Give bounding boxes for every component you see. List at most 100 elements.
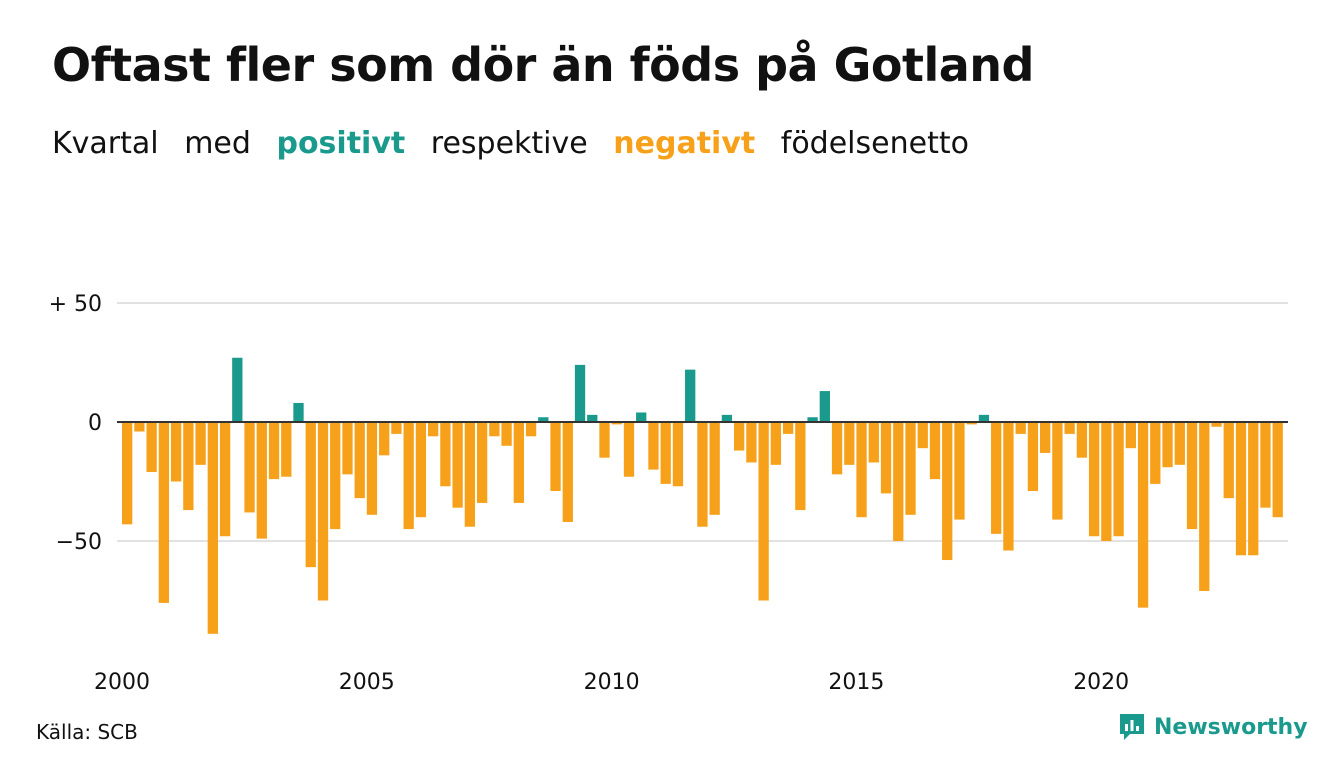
bar-33 [525,422,537,437]
bar-83 [1137,422,1149,608]
bar-13 [281,422,292,477]
bar-31 [501,422,512,446]
bar-46 [685,369,696,422]
bar-25 [428,422,439,437]
bar-0 [122,422,133,525]
bar-21 [379,422,390,456]
bar-63 [893,422,904,541]
bar-15 [305,422,316,568]
x-tick-label: 2020 [1073,670,1129,695]
bar-94 [1272,422,1283,518]
bar-65 [917,422,928,449]
bar-28 [464,422,476,527]
y-tick-label: −50 [56,530,102,555]
bar-61 [868,422,879,463]
bar-30 [489,422,500,437]
bar-29 [476,422,488,503]
bar-73 [1015,422,1026,434]
bar-74 [1027,422,1039,492]
bar-23 [403,422,414,530]
bar-9 [232,357,243,422]
bar-57 [819,391,830,422]
bar-24 [415,422,427,518]
bar-58 [831,422,843,475]
bar-35 [550,422,561,492]
bar-3 [158,422,170,603]
bar-68 [954,422,965,520]
subtitle-prefix: Kvartal [52,126,159,161]
bar-16 [317,422,329,601]
x-tick-label: 2000 [94,670,150,695]
bar-2 [146,422,157,472]
bar-72 [1003,422,1014,551]
bar-87 [1186,422,1198,530]
brand: Newsworthy [1118,712,1308,742]
bar-71 [991,422,1002,534]
bar-6 [195,422,206,465]
bar-54 [782,422,794,434]
bar-34 [538,417,549,422]
bar-85 [1162,422,1173,468]
bar-50 [734,422,745,451]
bar-75 [1040,422,1051,453]
bar-76 [1052,422,1063,520]
bar-47 [697,422,708,527]
bar-1 [134,422,145,432]
bar-42 [636,412,647,422]
bar-17 [330,422,341,530]
bar-81 [1113,422,1124,537]
bar-69 [966,422,977,425]
bar-11 [256,422,267,539]
bar-89 [1211,422,1222,427]
bar-22 [391,422,402,434]
bar-79 [1088,422,1100,537]
bar-64 [905,422,916,515]
bar-88 [1199,422,1210,591]
bar-49 [721,414,733,422]
bar-38 [587,414,598,422]
bar-5 [183,422,194,511]
bar-59 [844,422,855,465]
bar-80 [1101,422,1112,541]
bar-91 [1235,422,1247,556]
subtitle-med: med [184,126,251,161]
bar-36 [562,422,573,522]
bar-60 [856,422,867,518]
newsworthy-logo-icon [1120,714,1144,740]
chart-title: Oftast fler som dör än föds på Gotland [52,38,1034,92]
chart-subtitle: Kvartal med positivt respektive negativt… [52,126,985,161]
bar-39 [599,422,610,458]
bar-70 [978,414,990,422]
bar-20 [366,422,378,515]
bar-45 [672,422,684,487]
bar-12 [268,422,280,480]
bar-53 [770,422,782,465]
bar-48 [709,422,720,515]
bar-41 [623,422,635,477]
bar-67 [942,422,953,561]
bar-86 [1174,422,1185,465]
x-tick-label: 2005 [339,670,395,695]
bar-27 [452,422,463,508]
bar-55 [795,422,806,511]
brand-name: Newsworthy [1154,714,1308,740]
bar-7 [207,422,218,634]
bar-66 [929,422,941,480]
bar-37 [574,364,586,422]
source-note: Källa: SCB [36,720,138,744]
bar-14 [293,402,304,422]
bar-32 [513,422,524,503]
bar-90 [1223,422,1234,499]
bar-8 [219,422,231,537]
bar-26 [440,422,451,487]
bar-62 [880,422,892,494]
bar-52 [758,422,769,601]
bar-44 [660,422,671,484]
y-tick-label: 0 [88,411,102,436]
x-tick-label: 2010 [584,670,640,695]
bar-4 [170,422,182,482]
subtitle-positive-word: positivt [276,126,406,161]
bar-10 [244,422,255,513]
bar-40 [611,422,622,425]
